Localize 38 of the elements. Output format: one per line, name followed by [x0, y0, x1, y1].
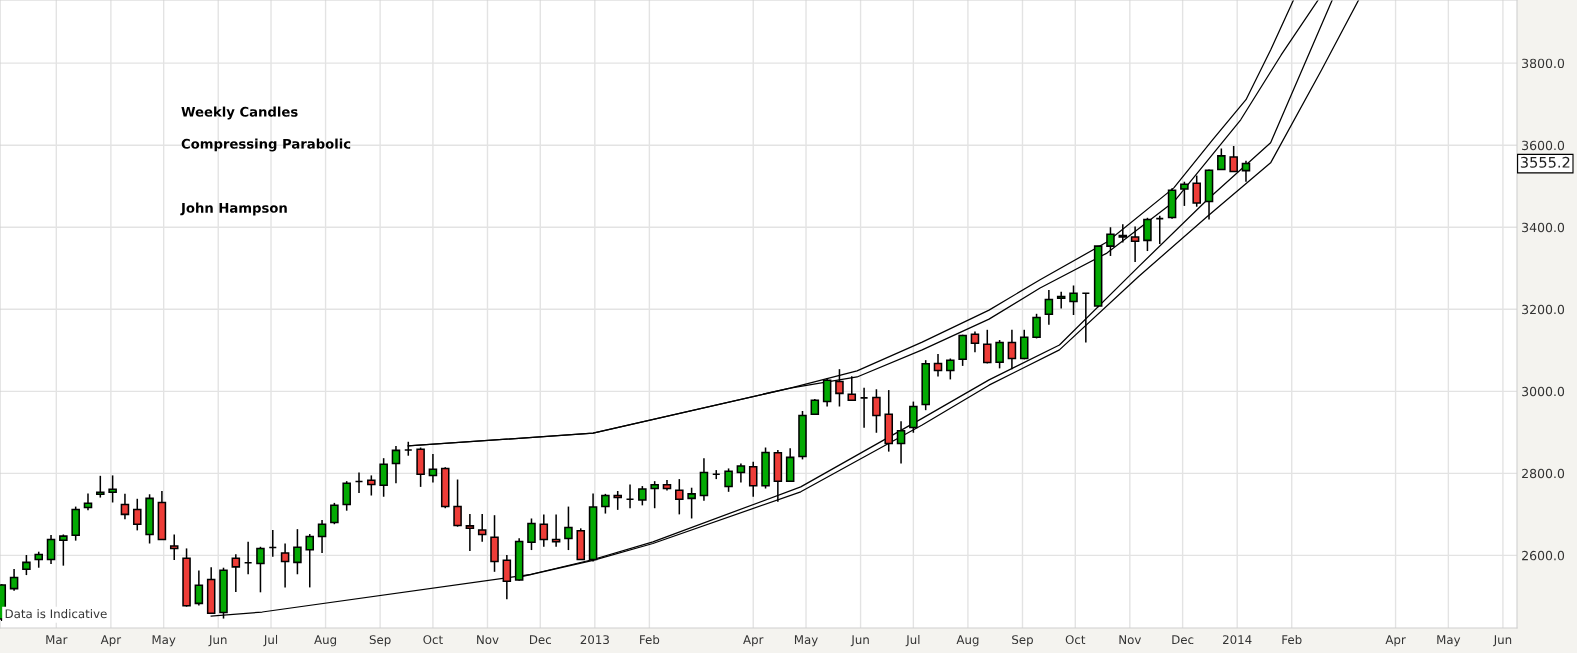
x-tick-label: Feb: [640, 634, 660, 645]
y-tick-label: 3000.0: [1522, 386, 1565, 397]
x-tick-label: Jul: [263, 634, 278, 647]
x-tick-label: Jun: [208, 635, 227, 647]
x-tick-label: Jul: [905, 634, 920, 647]
y-tick-label: 3600.0: [1522, 140, 1565, 151]
x-tick-label: Sep: [369, 635, 391, 647]
x-tick-label: Apr: [100, 635, 122, 647]
y-tick-label: 2600.0: [1522, 550, 1565, 561]
x-tick-label: Dec: [1172, 635, 1194, 645]
x-tick-label: Nov: [477, 635, 499, 645]
x-tick-label: Nov: [1119, 635, 1141, 645]
y-tick-label: 3800.0: [1522, 58, 1565, 69]
x-tick-label: May: [794, 635, 818, 647]
x-tick-label: 2014: [1223, 635, 1252, 645]
x-tick-label: Jun: [850, 635, 869, 647]
x-tick-label: Sep: [1012, 635, 1033, 647]
y-tick-label: 3200.0: [1522, 304, 1565, 315]
x-tick-label: Aug: [956, 635, 979, 647]
annotation: Weekly Candles: [181, 106, 298, 120]
x-tick-label: Apr: [743, 635, 764, 647]
annotation: Data is Indicative: [5, 609, 107, 619]
x-tick-label: Oct: [423, 635, 443, 645]
annotation: John Hampson: [180, 202, 287, 216]
text: 3555.2: [1520, 156, 1570, 168]
x-tick-label: Oct: [1065, 635, 1086, 645]
y-tick-label: 3400.0: [1522, 222, 1565, 233]
x-tick-label: Dec: [530, 635, 551, 645]
x-tick-label: Jun: [1493, 635, 1512, 647]
y-tick-label: 2800.0: [1522, 468, 1565, 479]
x-tick-label: May: [1437, 635, 1461, 647]
x-tick-label: Apr: [1385, 635, 1406, 647]
x-tick-label: Mar: [46, 635, 68, 645]
x-tick-label: Feb: [1282, 634, 1302, 645]
x-tick-label: Aug: [314, 635, 337, 647]
annotation: Compressing Parabolic: [181, 138, 351, 152]
x-tick-label: May: [152, 635, 176, 647]
x-tick-label: 2013: [580, 635, 609, 645]
